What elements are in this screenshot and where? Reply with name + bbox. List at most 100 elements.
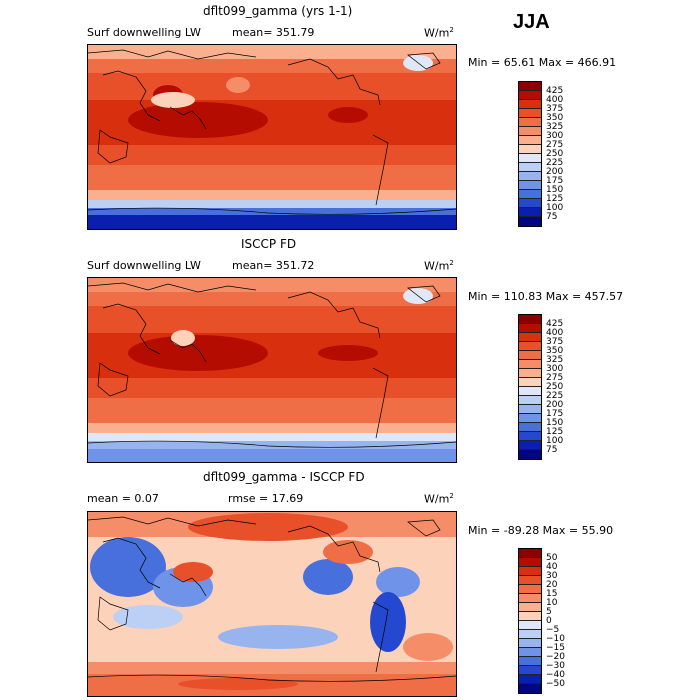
colorbar-swatch [519, 423, 541, 432]
colorbar-tick-label: 400 [546, 328, 564, 338]
colorbar-swatch [519, 333, 541, 342]
colorbar-tick-label: 100 [546, 436, 564, 446]
panel2-minmax: Min = 110.83 Max = 457.57 [468, 290, 624, 303]
colorbar-swatch [519, 315, 541, 324]
colorbar-tick-label: −30 [546, 661, 565, 671]
colorbar-swatch [519, 639, 541, 648]
season-label: JJA [513, 11, 550, 33]
colorbar-tick-label: 75 [546, 445, 558, 455]
colorbar-tick-label: 300 [546, 131, 564, 141]
colorbar-tick-label: 125 [546, 427, 564, 437]
colorbar-tick-label: 425 [546, 86, 564, 96]
colorbar-tick-label: 40 [546, 562, 558, 572]
colorbar-tick-label: 175 [546, 409, 564, 419]
colorbar-tick-label: 425 [546, 319, 564, 329]
colorbar-swatch [519, 387, 541, 396]
colorbar-swatch [519, 630, 541, 639]
colorbar-tick-label: −5 [546, 625, 560, 635]
colorbar-tick-label: 250 [546, 382, 564, 392]
colorbar-swatch [519, 549, 541, 558]
colorbar-swatch [519, 181, 541, 190]
colorbar-swatch [519, 396, 541, 405]
colorbar-tick-label: 10 [546, 598, 558, 608]
colorbar-swatch [519, 82, 541, 91]
colorbar-swatch [519, 100, 541, 109]
colorbar-tick-label: 125 [546, 194, 564, 204]
colorbar-tick-label: 30 [546, 571, 558, 581]
colorbar-swatch [519, 145, 541, 154]
colorbar-tick-label: 375 [546, 337, 564, 347]
panel3-minmax: Min = -89.28 Max = 55.90 [468, 524, 614, 537]
colorbar-tick-label: −40 [546, 670, 565, 680]
colorbar-swatch [519, 190, 541, 199]
panel2-title: ISCCP FD [241, 237, 297, 251]
colorbar-tick-label: 50 [546, 553, 558, 563]
panel2-mean: mean= 351.72 [232, 259, 315, 272]
colorbar-swatch [519, 405, 541, 414]
colorbar-swatch [519, 351, 541, 360]
colorbar-tick-label: 300 [546, 364, 564, 374]
colorbar-swatch [519, 585, 541, 594]
colorbar-swatch [519, 441, 541, 450]
colorbar-swatch [519, 666, 541, 675]
colorbar-tick-label: 20 [546, 580, 558, 590]
colorbar-swatch [519, 136, 541, 145]
colorbar-tick-label: 0 [546, 616, 552, 626]
colorbar-tick-label: 275 [546, 140, 564, 150]
colorbar-swatch [519, 567, 541, 576]
colorbar-swatch [519, 360, 541, 369]
colorbar-swatch [519, 109, 541, 118]
colorbar-swatch [519, 163, 541, 172]
colorbar-tick-label: 150 [546, 185, 564, 195]
colorbar-swatch [519, 324, 541, 333]
colorbar-swatch [519, 612, 541, 621]
colorbar-tick-label: 200 [546, 400, 564, 410]
colorbar-swatch [519, 450, 541, 459]
panel3-colorbar [518, 548, 542, 694]
panel1-units: W/m2 [424, 26, 454, 40]
colorbar-tick-label: 150 [546, 418, 564, 428]
panel1-mean: mean= 351.79 [232, 26, 315, 39]
colorbar-swatch [519, 684, 541, 693]
colorbar-tick-label: 225 [546, 158, 564, 168]
colorbar-swatch [519, 91, 541, 100]
panel3-map [87, 511, 457, 697]
colorbar-swatch [519, 603, 541, 612]
colorbar-tick-label: 275 [546, 373, 564, 383]
colorbar-swatch [519, 118, 541, 127]
colorbar-swatch [519, 576, 541, 585]
colorbar-swatch [519, 342, 541, 351]
colorbar-tick-label: 200 [546, 167, 564, 177]
colorbar-tick-label: 100 [546, 203, 564, 213]
colorbar-tick-label: 75 [546, 212, 558, 222]
colorbar-tick-label: 225 [546, 391, 564, 401]
colorbar-swatch [519, 127, 541, 136]
colorbar-tick-label: 325 [546, 355, 564, 365]
panel1-minmax: Min = 65.61 Max = 466.91 [468, 56, 617, 69]
colorbar-swatch [519, 414, 541, 423]
colorbar-tick-label: −10 [546, 634, 565, 644]
colorbar-swatch [519, 199, 541, 208]
colorbar-swatch [519, 432, 541, 441]
panel3-title: dflt099_gamma - ISCCP FD [203, 470, 365, 484]
panel3-units: W/m2 [424, 492, 454, 506]
colorbar-swatch [519, 594, 541, 603]
panel1-title: dflt099_gamma (yrs 1-1) [203, 4, 353, 18]
colorbar-swatch [519, 172, 541, 181]
colorbar-tick-label: 15 [546, 589, 558, 599]
colorbar-swatch [519, 648, 541, 657]
colorbar-swatch [519, 369, 541, 378]
panel1-variable: Surf downwelling LW [87, 26, 201, 39]
colorbar-swatch [519, 558, 541, 567]
colorbar-tick-label: 350 [546, 113, 564, 123]
panel2-variable: Surf downwelling LW [87, 259, 201, 272]
panel3-mean: mean = 0.07 [87, 492, 159, 505]
colorbar-swatch [519, 675, 541, 684]
panel2-map [87, 277, 457, 463]
panel2-colorbar [518, 314, 542, 460]
colorbar-tick-label: −20 [546, 652, 565, 662]
colorbar-swatch [519, 657, 541, 666]
panel1-colorbar [518, 81, 542, 227]
colorbar-swatch [519, 378, 541, 387]
colorbar-tick-label: 400 [546, 95, 564, 105]
